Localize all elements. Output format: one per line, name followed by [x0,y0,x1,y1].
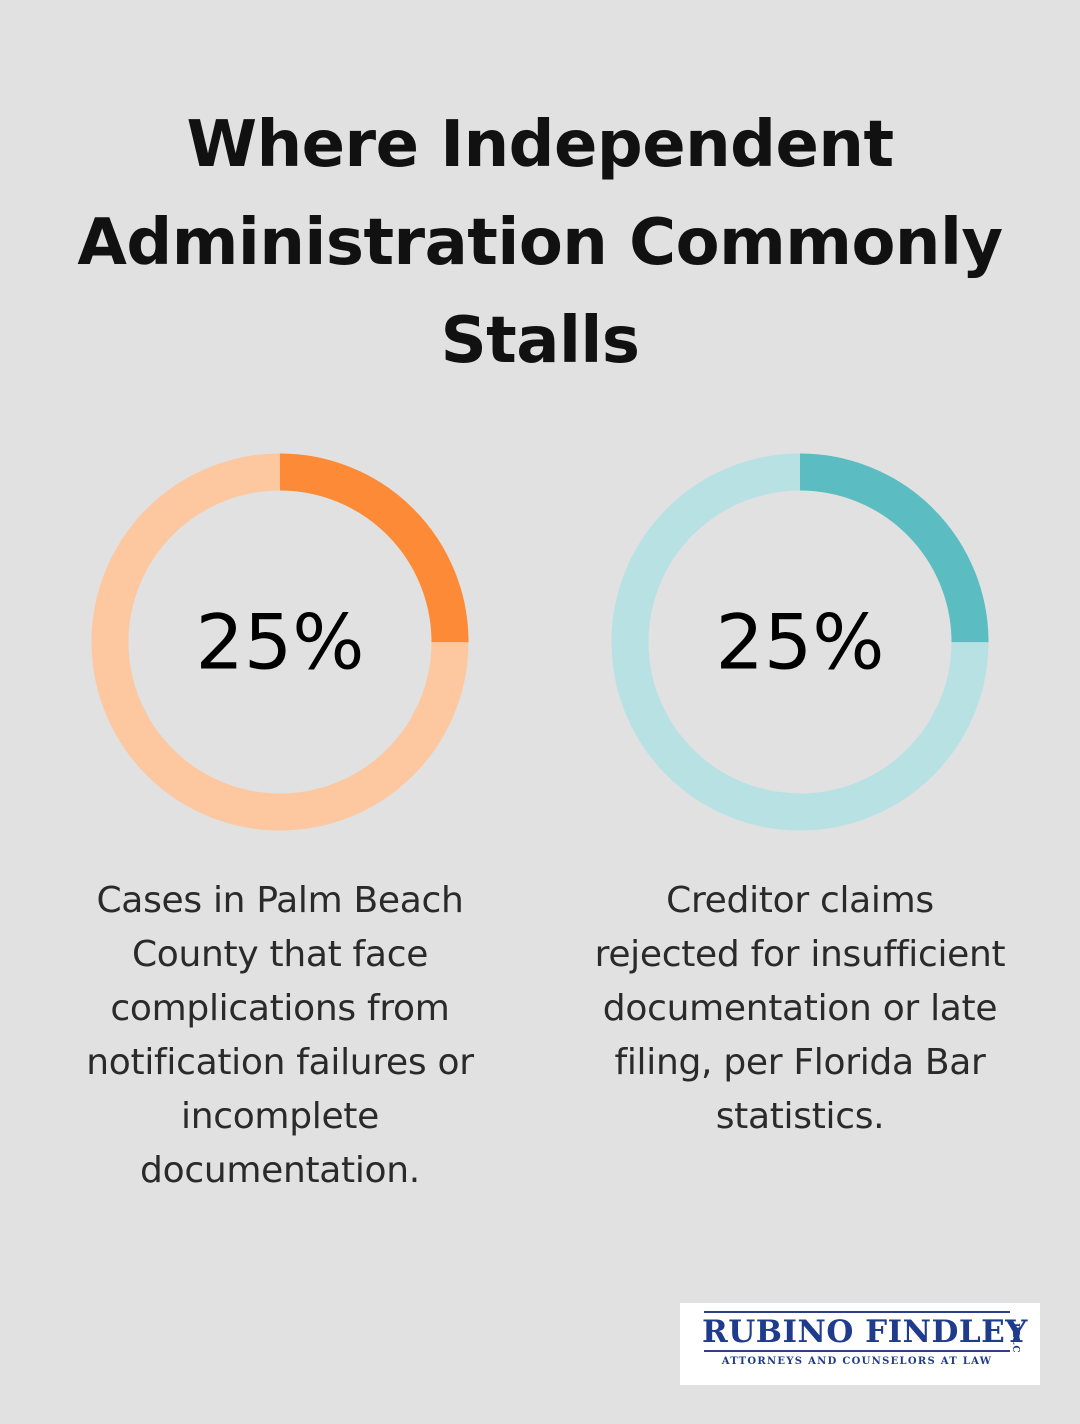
stat-card-left: 25% Cases in Palm Beach County that face… [70,452,490,1198]
logo-suffix: PLLC [1010,1323,1020,1354]
stat-description-right: Creditor claims rejected for insufficien… [594,880,1006,1137]
donut-chart-right: 25% [611,453,989,831]
donut-percent-label-left: 25% [196,598,365,687]
company-logo: RUBINO FINDLEY PLLC ATTORNEYS AND COUNSE… [680,1303,1040,1385]
logo-tagline: ATTORNEYS AND COUNSELORS AT LAW [721,1356,993,1367]
logo-bottom-rule [704,1350,1010,1352]
stat-card-right: 25% Creditor claims rejected for insuffi… [590,452,1010,1144]
donut-value-arc-right [611,453,989,831]
donut-value-arc-left [91,453,469,831]
stat-description-left: Cases in Palm Beach County that face com… [86,880,474,1191]
logo-name: RUBINO FINDLEY [702,1314,1028,1350]
page-title: Where Independent Administration Commonl… [77,108,1003,378]
donut-percent-label-right: 25% [716,598,885,687]
donut-chart-left: 25% [91,453,469,831]
logo-top-rule [704,1311,1010,1313]
